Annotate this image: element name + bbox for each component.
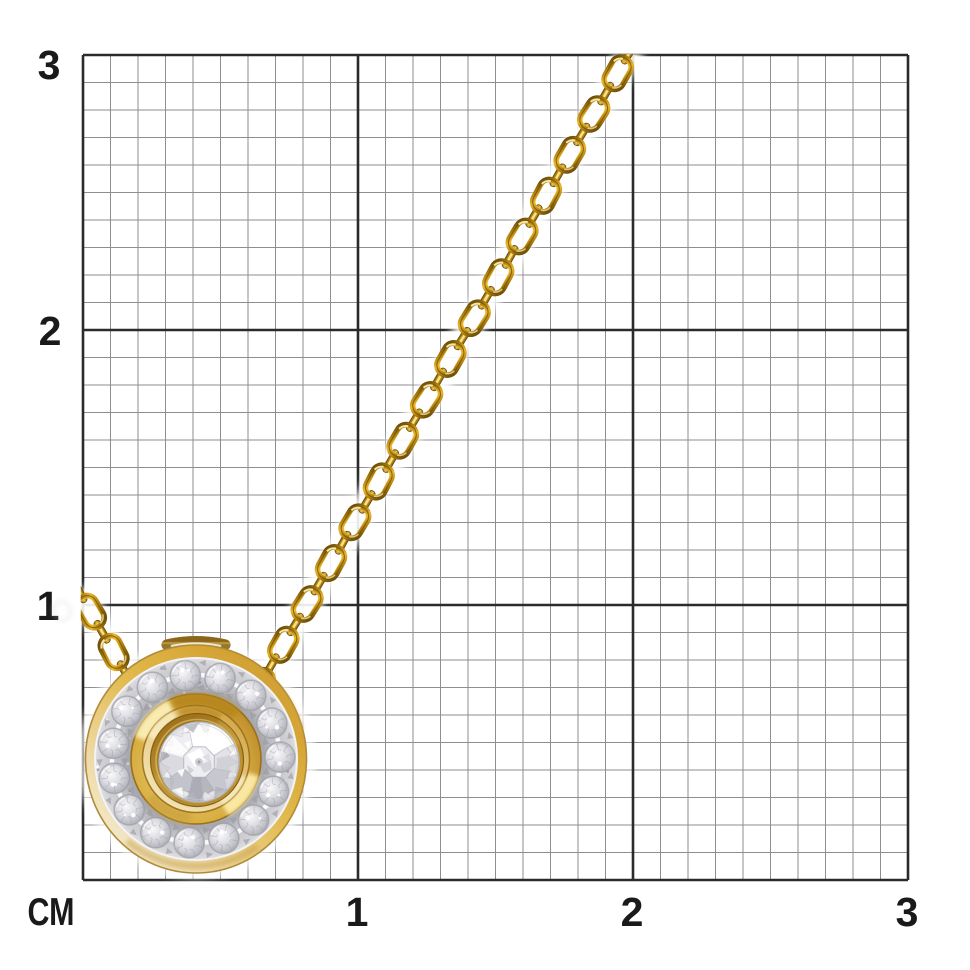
- svg-text:3: 3: [896, 889, 919, 935]
- svg-text:СМ: СМ: [28, 890, 75, 933]
- svg-text:1: 1: [37, 583, 60, 629]
- svg-text:2: 2: [39, 308, 62, 354]
- svg-text:2: 2: [621, 889, 644, 935]
- svg-text:3: 3: [38, 42, 61, 88]
- svg-text:1: 1: [346, 889, 369, 935]
